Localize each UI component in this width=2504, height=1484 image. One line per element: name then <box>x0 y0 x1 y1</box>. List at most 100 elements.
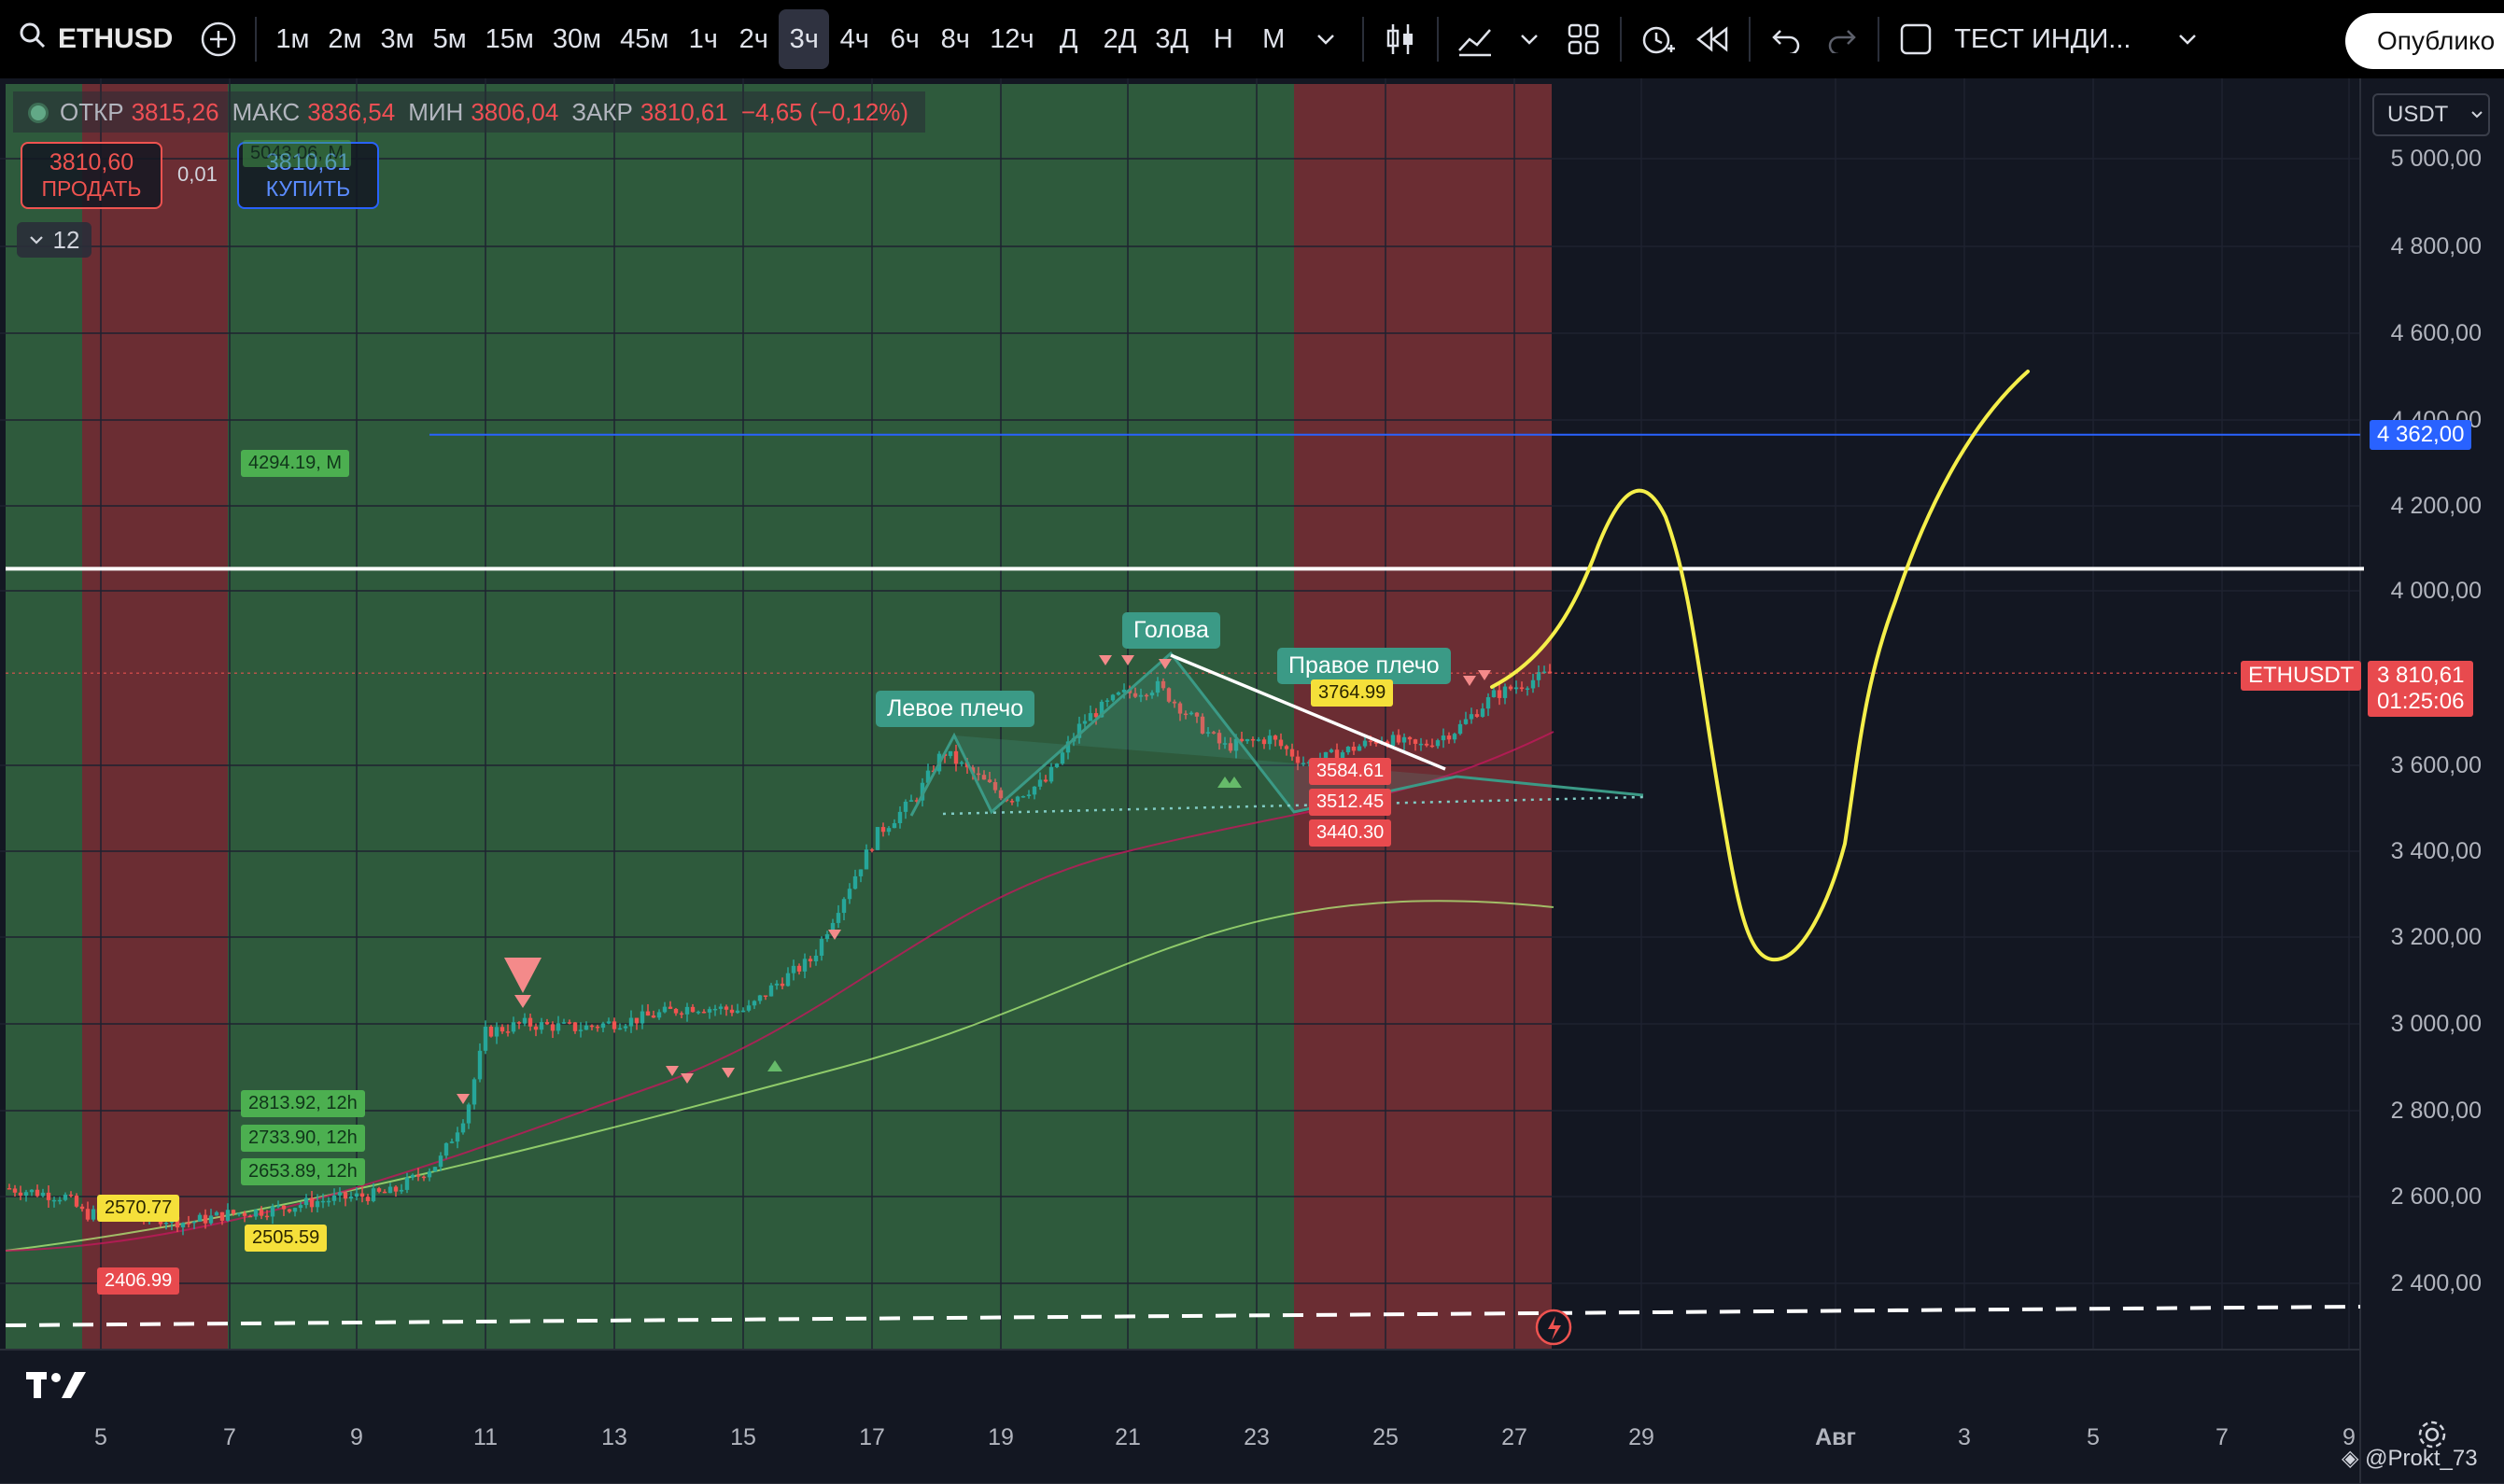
red-level-label: 2406.99 <box>97 1267 179 1295</box>
interval-button[interactable]: Н <box>1198 9 1248 69</box>
candle-body <box>254 1210 258 1216</box>
candle-body <box>584 1026 588 1030</box>
alert-button[interactable] <box>1631 9 1685 69</box>
price-axis-label: 2 600,00 <box>2351 1183 2482 1211</box>
chevron-down-icon[interactable] <box>1299 9 1353 69</box>
currency-select[interactable]: USDT <box>2372 93 2490 136</box>
ohlc-legend[interactable]: ОТКР 3815,26 МАКС 3836,54 МИН 3806,04 ЗА… <box>13 91 925 133</box>
rewind-icon <box>1695 25 1729 53</box>
candle-body <box>652 1015 655 1017</box>
time-axis-label: 23 <box>1219 1424 1294 1451</box>
undo-button[interactable] <box>1760 9 1814 69</box>
candle-body <box>80 1207 84 1209</box>
candle-body <box>870 849 874 851</box>
candle-body <box>411 1175 415 1178</box>
templates-button[interactable] <box>1556 9 1611 69</box>
interval-button[interactable]: 45м <box>611 9 678 69</box>
candle-body <box>1346 747 1350 752</box>
low-value: 3806,04 <box>471 98 558 127</box>
candle-body <box>69 1195 73 1197</box>
interval-button[interactable]: 30м <box>543 9 611 69</box>
chart-pane[interactable]: ОТКР 3815,26 МАКС 3836,54 МИН 3806,04 ЗА… <box>0 78 2504 1484</box>
layout-square-icon <box>1899 22 1933 56</box>
candle-body <box>708 1009 711 1013</box>
interval-button[interactable]: 6ч <box>879 9 930 69</box>
faded-level-label: 5043.06, M <box>243 140 351 167</box>
interval-button[interactable]: 3Д <box>1146 9 1198 69</box>
high-value: 3836,54 <box>307 98 395 127</box>
candle-body <box>859 869 863 875</box>
candle-body <box>904 802 907 812</box>
interval-button[interactable]: 2Д <box>1094 9 1146 69</box>
candle-body <box>450 1141 454 1143</box>
interval-button[interactable]: 1м <box>266 9 318 69</box>
candle-body <box>220 1212 224 1221</box>
time-axis-label: 29 <box>1604 1424 1679 1451</box>
candle-body <box>730 1010 734 1013</box>
interval-button[interactable]: 2м <box>318 9 371 69</box>
chevron-down-icon[interactable] <box>1502 9 1556 69</box>
candle-body <box>724 1006 728 1009</box>
interval-button[interactable]: 8ч <box>930 9 980 69</box>
interval-button[interactable]: 4ч <box>829 9 879 69</box>
candle-body <box>293 1208 297 1211</box>
candle-body <box>35 1190 39 1197</box>
layout-name[interactable]: ТЕСТ ИНДИ... <box>1943 24 2142 55</box>
candle-body <box>1531 680 1535 689</box>
interval-button[interactable]: 15м <box>476 9 543 69</box>
candle-body <box>590 1026 594 1028</box>
candle-body <box>1442 735 1445 740</box>
indicators-button[interactable] <box>1448 9 1502 69</box>
candle-body <box>58 1200 62 1202</box>
candle-body <box>288 1210 291 1212</box>
toolbar-divider <box>1620 17 1622 62</box>
interval-button[interactable]: 12ч <box>980 9 1043 69</box>
publish-button[interactable]: Опублико <box>2345 13 2504 69</box>
candle-body <box>484 1027 487 1051</box>
layout-button[interactable] <box>1889 9 1943 69</box>
candle-body <box>495 1027 499 1036</box>
replay-button[interactable] <box>1685 9 1739 69</box>
red-level-label: 3440.30 <box>1309 819 1391 847</box>
candle-body <box>1458 724 1462 734</box>
chart-canvas[interactable] <box>0 78 2504 1484</box>
indicators-toggle[interactable]: 12 <box>17 222 91 258</box>
add-symbol-button[interactable] <box>191 9 246 69</box>
candle-body <box>534 1027 538 1029</box>
candle-body <box>528 1018 532 1027</box>
interval-button[interactable]: 2ч <box>728 9 779 69</box>
left-shoulder-label[interactable]: Левое плечо <box>876 691 1034 727</box>
candle-style-button[interactable] <box>1373 9 1428 69</box>
candle-body <box>192 1222 196 1224</box>
chevron-down-icon[interactable] <box>2160 9 2215 69</box>
candle-body <box>797 966 801 972</box>
sell-price: 3810,60 <box>49 149 134 176</box>
redo-button[interactable] <box>1814 9 1868 69</box>
sell-button[interactable]: 3810,60 ПРОДАТЬ <box>21 142 162 209</box>
candle-body <box>310 1198 314 1208</box>
time-axis-label: 5 <box>2056 1424 2131 1451</box>
candle-body <box>1285 746 1288 749</box>
time-axis-label: 11 <box>448 1424 523 1451</box>
candle-body <box>1391 735 1395 746</box>
interval-button[interactable]: М <box>1248 9 1299 69</box>
interval-button[interactable]: 5м <box>424 9 476 69</box>
symbol-name: ETHUSD <box>58 23 173 55</box>
interval-button[interactable]: 1ч <box>678 9 728 69</box>
candle-body <box>30 1190 34 1193</box>
price-axis-label: 4 800,00 <box>2351 233 2482 260</box>
candle-body <box>909 800 913 802</box>
candle-body <box>1475 714 1479 717</box>
candle-body <box>181 1223 185 1227</box>
head-label[interactable]: Голова <box>1122 612 1220 649</box>
close-label: ЗАКР <box>571 98 633 127</box>
interval-button[interactable]: Д <box>1044 9 1094 69</box>
candle-body <box>1257 739 1260 741</box>
interval-button[interactable]: 3м <box>372 9 424 69</box>
interval-list: 1м 2м 3м 5м 15м 30м 45м 1ч 2ч 3ч 4ч 6ч 8ч 12ч Д 2Д 3Д Н М <box>266 9 1299 69</box>
candle-body <box>893 823 896 828</box>
candle-body <box>75 1196 78 1207</box>
symbol-search[interactable]: ETHUSD <box>0 0 191 78</box>
candle-body <box>876 827 879 850</box>
interval-button[interactable]: 3ч <box>779 9 829 69</box>
